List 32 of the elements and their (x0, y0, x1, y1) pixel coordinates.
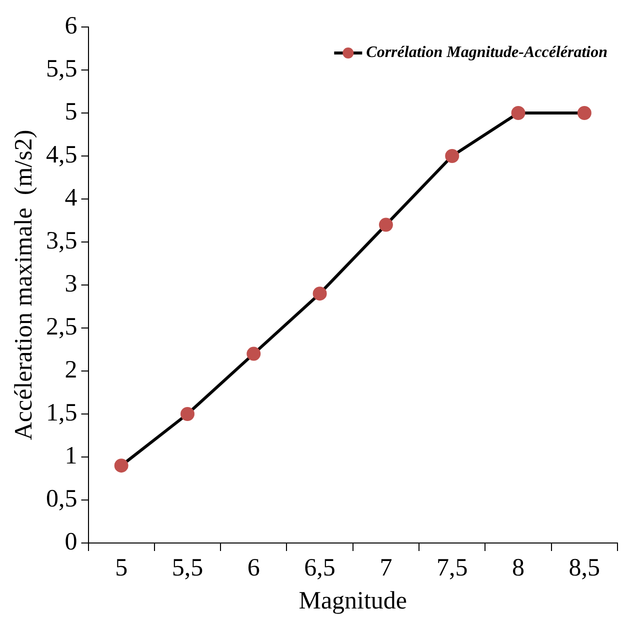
x-axis-title: Magnitude (298, 588, 408, 615)
y-tick-label: 5,5 (46, 56, 78, 83)
y-tick-label: 0 (64, 528, 78, 556)
y-tick-label: 2 (64, 356, 78, 384)
y-tick-label: 5 (64, 98, 78, 126)
x-tick-label: 6 (247, 554, 260, 582)
y-tick-label: 1 (64, 442, 78, 470)
y-tick-label: 4,5 (46, 142, 78, 169)
x-tick-label: 5 (115, 554, 128, 582)
y-tick-label: 2,5 (46, 314, 78, 341)
point (312, 286, 327, 301)
y-tick-label: 4 (64, 184, 78, 212)
point (378, 218, 393, 232)
point (180, 407, 194, 421)
y-tick-label: 1,5 (46, 400, 78, 427)
x-tick-label: 8 (512, 554, 525, 582)
x-tick-label: 8,5 (568, 554, 600, 582)
point (511, 106, 526, 120)
y-tick-label: 3,5 (46, 228, 78, 255)
y-tick-label: 6 (64, 12, 78, 40)
y-tick-label: 3 (64, 270, 78, 298)
point (114, 458, 128, 473)
x-tick-label: 5,5 (172, 554, 204, 582)
y-axis-title: Accéleration maximale (m/s2) (10, 130, 38, 440)
x-tick-label: 7 (380, 554, 392, 582)
point (577, 106, 592, 120)
point (445, 149, 460, 163)
point (246, 346, 261, 361)
y-tick-label: 0,5 (46, 486, 78, 513)
x-tick-label: 6,5 (304, 554, 336, 582)
legend-label: Corrélation Magnitude-Accélération (366, 44, 608, 62)
x-tick-label: 7,5 (436, 554, 468, 582)
